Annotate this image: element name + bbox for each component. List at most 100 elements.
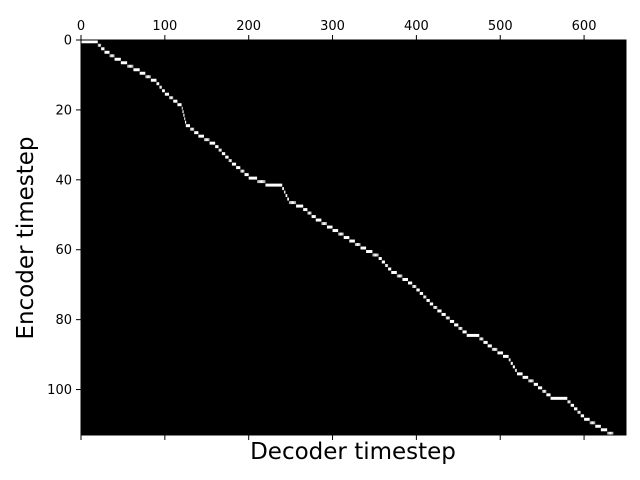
alignment-cell — [510, 361, 513, 365]
alignment-cell — [225, 155, 229, 159]
alignment-cell — [97, 43, 102, 47]
alignment-cell — [164, 92, 170, 96]
alignment-cell — [497, 351, 504, 355]
y-axis-ticks: 0 20 40 60 80 100 — [47, 34, 81, 398]
alignment-cell — [120, 61, 128, 65]
alignment-cell — [240, 169, 245, 173]
alignment-cell — [381, 260, 385, 264]
alignment-cell — [479, 337, 484, 341]
alignment-cell — [185, 124, 190, 128]
alignment-cell — [104, 50, 110, 54]
alignment-cell — [423, 295, 427, 299]
alignment-cell — [114, 57, 121, 61]
heatmap-background — [81, 40, 626, 435]
alignment-cell — [303, 208, 308, 212]
alignment-cell — [194, 131, 199, 135]
x-tick-label: 300 — [320, 19, 345, 34]
x-axis-ticks: 0 100 200 300 400 500 600 — [77, 19, 596, 440]
alignment-cell — [257, 180, 266, 184]
alignment-cell — [285, 194, 288, 198]
alignment-cell — [321, 222, 327, 226]
y-tick-label: 80 — [55, 313, 72, 328]
alignment-cell — [127, 64, 134, 68]
alignment-cell — [589, 421, 596, 425]
alignment-cell — [396, 274, 403, 278]
alignment-cell — [156, 82, 160, 86]
alignment-cell — [150, 78, 157, 82]
alignment-cell — [416, 288, 420, 292]
alignment-cell — [528, 379, 534, 383]
alignment-cell — [613, 435, 626, 439]
alignment-cell — [595, 424, 601, 428]
alignment-cell — [145, 75, 151, 79]
alignment-cell — [574, 407, 578, 411]
alignment-cell — [332, 229, 339, 233]
alignment-cell — [512, 365, 515, 369]
alignment-cell — [570, 403, 575, 407]
alignment-cell — [173, 99, 178, 103]
y-tick-label: 40 — [55, 173, 72, 188]
alignment-cell — [441, 312, 446, 316]
alignment-cell — [231, 162, 237, 166]
alignment-cell — [169, 96, 174, 100]
alignment-cell — [412, 284, 417, 288]
alignment-cell — [109, 54, 115, 58]
alignment-cell — [426, 298, 430, 302]
alignment-cell — [338, 232, 344, 236]
alignment-cell — [466, 333, 480, 337]
alignment-cell — [203, 138, 210, 142]
alignment-cell — [372, 253, 379, 257]
alignment-path — [81, 40, 626, 439]
x-axis-label: Decoder timestep — [250, 439, 456, 465]
alignment-cell — [248, 176, 258, 180]
alignment-cell — [388, 267, 392, 271]
alignment-cell — [607, 431, 614, 435]
alignment-cell — [487, 344, 492, 348]
alignment-cell — [600, 428, 608, 432]
alignment-cell — [343, 236, 350, 240]
alignment-cell — [522, 375, 529, 379]
alignment-cell — [190, 127, 195, 131]
alignment-cell — [159, 85, 163, 89]
alignment-cell — [209, 141, 216, 145]
alignment-cell — [384, 264, 389, 267]
alignment-cell — [287, 197, 289, 201]
alignment-cell — [181, 106, 183, 110]
alignment-cell — [296, 204, 304, 208]
alignment-cell — [550, 396, 568, 400]
alignment-cell — [184, 120, 187, 124]
alignment-cell — [283, 190, 286, 194]
alignment-cell — [508, 358, 511, 362]
alignment-cell — [198, 134, 204, 138]
alignment-cell — [360, 246, 367, 250]
alignment-cell — [458, 326, 463, 330]
y-tick-label: 100 — [47, 383, 72, 398]
alignment-cell — [315, 218, 322, 222]
alignment-cell — [228, 159, 232, 163]
alignment-cell — [366, 250, 373, 253]
alignment-cell — [445, 316, 450, 320]
alignment-cell — [182, 110, 184, 114]
x-tick-label: 100 — [152, 19, 177, 34]
alignment-cell — [378, 257, 382, 260]
alignment-cell — [437, 309, 442, 313]
alignment-cell — [584, 417, 590, 421]
alignment-cell — [215, 145, 219, 149]
alignment-cell — [139, 71, 146, 75]
alignment-cell — [81, 40, 98, 44]
alignment-cell — [567, 400, 571, 404]
alignment-cell — [184, 117, 186, 121]
x-tick-label: 400 — [404, 19, 429, 34]
alignment-cell — [462, 330, 467, 334]
alignment-cell — [218, 148, 222, 152]
alignment-cell — [221, 152, 226, 156]
alignment-cell — [433, 305, 438, 309]
x-tick-label: 200 — [236, 19, 261, 34]
alignment-cell — [491, 347, 498, 351]
y-axis-label: Encoder timestep — [13, 136, 39, 339]
alignment-cell — [101, 47, 105, 51]
alignment-cell — [326, 225, 333, 229]
alignment-cell — [162, 89, 165, 93]
alignment-cell — [533, 382, 538, 386]
